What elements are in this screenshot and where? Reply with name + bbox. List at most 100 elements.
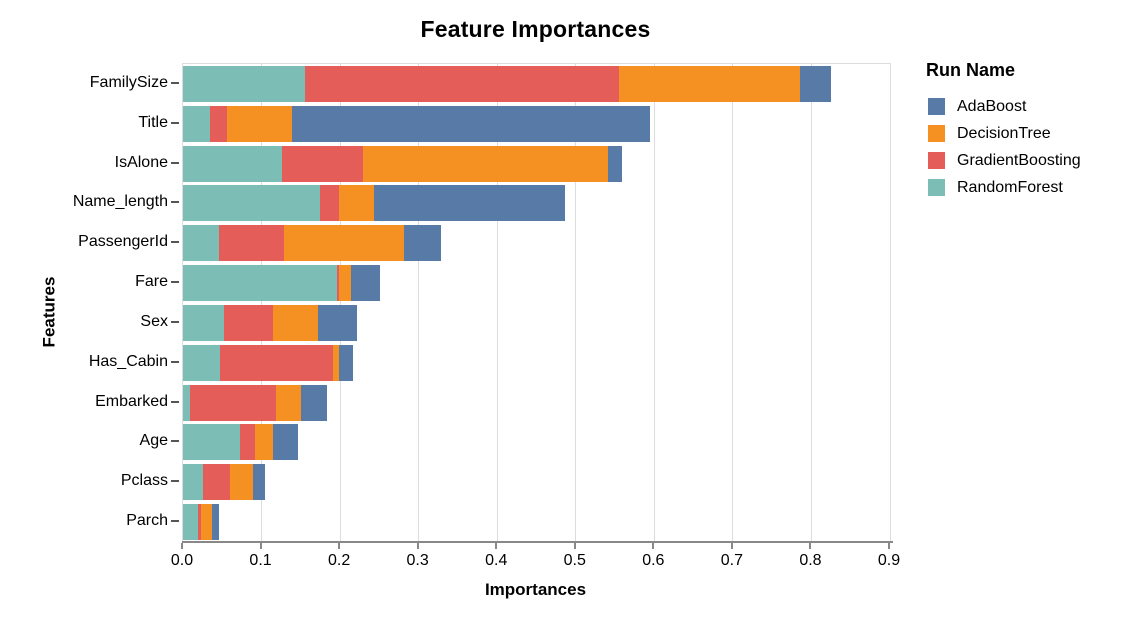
x-tick-mark: [730, 543, 733, 549]
legend-item-adaboost: AdaBoost: [926, 93, 1081, 120]
bar-row-parch: [183, 504, 890, 541]
bar-segment-gradientboosting: [197, 504, 202, 541]
gridline: [575, 64, 577, 542]
y-tick-mark: [171, 121, 179, 124]
legend-item-randomforest: RandomForest: [926, 174, 1081, 201]
bar-segment-gradientboosting: [210, 105, 227, 142]
x-tick-label: 0.5: [563, 552, 586, 569]
bar-segment-decisiontree: [338, 265, 352, 302]
gridline: [653, 64, 655, 542]
legend-swatch: [928, 125, 945, 142]
y-tick-label: Title: [138, 113, 168, 131]
bar-segment-gradientboosting: [219, 344, 334, 381]
bar-segment-adaboost: [799, 65, 832, 102]
y-tick-label: Name_length: [72, 193, 168, 211]
x-axis-line: [182, 541, 893, 543]
y-tick-label: Has_Cabin: [88, 352, 168, 370]
bar-segment-adaboost: [351, 265, 381, 302]
bar-segment-gradientboosting: [281, 145, 363, 182]
bar-segment-adaboost: [272, 424, 299, 461]
bar-segment-adaboost: [212, 504, 220, 541]
legend-item-decisiontree: DecisionTree: [926, 120, 1081, 147]
x-tick-label: 0.0: [170, 552, 194, 569]
bar-row-embarked: [183, 384, 890, 421]
bar-segment-decisiontree: [230, 464, 253, 501]
y-tick-mark: [171, 440, 179, 443]
y-tick-mark: [171, 480, 179, 483]
gridline: [496, 64, 498, 542]
bar-segment-gradientboosting: [239, 424, 256, 461]
bar-segment-decisiontree: [275, 384, 301, 421]
plot-area: [182, 63, 891, 542]
bar-segment-gradientboosting: [304, 65, 619, 102]
bar-segment-adaboost: [607, 145, 623, 182]
bar-row-pclass: [183, 464, 890, 501]
gridline: [418, 64, 420, 542]
bar-segment-adaboost: [373, 185, 565, 222]
bar-segment-decisiontree: [255, 424, 273, 461]
legend-item-gradientboosting: GradientBoosting: [926, 147, 1081, 174]
bar-segment-decisiontree: [284, 225, 404, 262]
bar-row-passengerid: [183, 225, 890, 262]
legend-swatch: [928, 179, 945, 196]
x-tick-mark: [259, 543, 262, 549]
y-axis-title: Features: [39, 276, 59, 348]
bar-row-sex: [183, 304, 890, 341]
x-axis-title: Importances: [484, 580, 587, 599]
legend-items: AdaBoost DecisionTree GradientBoosting Rand…: [926, 93, 1081, 201]
x-tick-mark: [495, 543, 498, 549]
legend-label: DecisionTree: [957, 124, 1051, 142]
y-tick-label: Parch: [126, 512, 168, 530]
bar-segment-decisiontree: [338, 185, 374, 222]
bar-segment-decisiontree: [201, 504, 213, 541]
x-tick-label: 0.3: [406, 552, 429, 569]
bar-segment-adaboost: [300, 384, 327, 421]
x-tick-mark: [338, 543, 341, 549]
y-tick-label: PassengerId: [78, 233, 168, 251]
bar-segment-decisiontree: [226, 105, 293, 142]
y-tick-mark: [171, 81, 179, 84]
bar-segment-decisiontree: [618, 65, 800, 102]
bar-segment-randomforest: [183, 105, 211, 142]
x-tick-mark: [888, 543, 890, 549]
bar-segment-adaboost: [403, 225, 441, 262]
bar-segment-gradientboosting: [219, 225, 285, 262]
x-tick-mark: [181, 543, 183, 549]
chart-title: Feature Importances: [420, 16, 651, 42]
bar-segment-adaboost: [292, 105, 651, 142]
gridline: [261, 64, 263, 542]
x-tick-label: 0.6: [642, 552, 665, 569]
bar-row-familysize: [183, 65, 890, 102]
x-tick-mark: [416, 543, 419, 549]
bar-segment-randomforest: [183, 344, 220, 381]
bar-segment-randomforest: [183, 384, 191, 421]
bar-row-age: [183, 424, 890, 461]
y-tick-mark: [171, 201, 179, 204]
bar-segment-randomforest: [183, 464, 204, 501]
bar-segment-decisiontree: [272, 304, 319, 341]
gridline: [732, 64, 734, 542]
gridline: [810, 64, 812, 542]
bar-segment-gradientboosting: [190, 384, 276, 421]
bar-segment-gradientboosting: [203, 464, 231, 501]
bar-segment-randomforest: [183, 265, 337, 302]
bar-segment-randomforest: [183, 225, 220, 262]
x-tick-label: 0.1: [249, 552, 272, 569]
bar-segment-randomforest: [183, 145, 282, 182]
bar-row-title: [183, 105, 890, 142]
y-tick-label: Fare: [135, 273, 168, 291]
legend: Run Name AdaBoost DecisionTree GradientBoo…: [926, 60, 1081, 201]
y-tick-mark: [171, 320, 179, 323]
bar-segment-randomforest: [183, 65, 305, 102]
x-tick-label: 0.8: [799, 552, 822, 569]
y-tick-mark: [171, 161, 179, 164]
x-tick-mark: [573, 543, 576, 549]
y-tick-label: FamilySize: [89, 73, 168, 91]
x-tick-label: 0.4: [485, 552, 508, 569]
legend-title: Run Name: [926, 60, 1016, 80]
bar-row-fare: [183, 265, 890, 302]
bar-segment-adaboost: [252, 464, 266, 501]
y-tick-mark: [171, 241, 179, 244]
y-tick-label: Pclass: [120, 472, 168, 490]
